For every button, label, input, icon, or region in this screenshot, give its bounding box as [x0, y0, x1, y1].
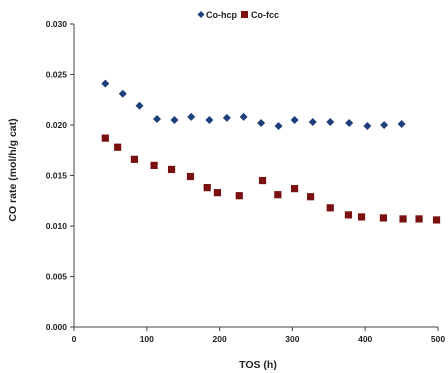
y-tick-label: 0.030	[46, 19, 68, 29]
co-hcp-point	[170, 115, 179, 124]
co-hcp-point	[380, 121, 389, 129]
y-tick-label: 0.025	[46, 70, 68, 80]
co-fcc-point	[379, 214, 387, 222]
co-hcp-point	[363, 122, 372, 131]
co-fcc-point	[150, 161, 158, 169]
y-tick-label: 0.020	[46, 120, 68, 130]
co-hcp-point	[135, 101, 144, 110]
co-fcc-point	[101, 134, 109, 142]
series-co-fcc	[101, 134, 441, 224]
x-tick-label: 400	[358, 334, 372, 344]
legend-co-fcc-marker-icon	[241, 11, 248, 18]
data-series	[101, 79, 441, 224]
co-fcc-point	[432, 216, 441, 224]
co-fcc-point	[307, 193, 315, 201]
co-hcp-point	[222, 113, 231, 122]
co-fcc-point	[114, 143, 122, 151]
co-fcc-point	[290, 185, 299, 193]
co-hcp-point	[101, 79, 110, 88]
co-hcp-point	[187, 112, 196, 121]
co-hcp-point	[308, 117, 317, 126]
co-fcc-point	[399, 215, 407, 223]
legend-co-hcp-marker-icon	[197, 11, 205, 18]
x-tick-label: 0	[72, 334, 77, 344]
y-tick-label: 0.005	[46, 272, 68, 282]
x-tick-label: 300	[285, 334, 299, 344]
co-fcc-point	[213, 189, 222, 197]
co-fcc-point	[130, 155, 139, 163]
co-hcp-point	[152, 114, 161, 123]
x-tick-label: 500	[431, 334, 445, 344]
x-tick-label: 200	[213, 334, 227, 344]
co-hcp-point	[326, 117, 335, 126]
legend-co-hcp-label: Co-hcp	[206, 10, 237, 20]
co-hcp-point	[239, 112, 248, 121]
series-co-hcp	[101, 79, 406, 131]
co-fcc-point	[326, 204, 334, 212]
x-axis-title: TOS (h)	[239, 359, 277, 371]
co-hcp-point	[205, 115, 214, 124]
legend: Co-hcp Co-fcc	[197, 10, 279, 20]
y-axis-title: CO rate (mol/h/g cat)	[7, 118, 19, 221]
co-hcp-point	[290, 115, 299, 124]
axis-ticks: 0.000 0.005 0.010 0.015 0.020 0.025 0.030 0 100 2…	[46, 19, 446, 344]
x-tick-label: 100	[140, 334, 154, 344]
y-tick-label: 0.010	[46, 221, 68, 231]
co-fcc-point	[186, 172, 195, 181]
y-tick-label: 0.000	[46, 322, 68, 332]
co-hcp-point	[274, 122, 283, 131]
co-fcc-point	[344, 211, 353, 219]
y-tick-label: 0.015	[46, 171, 68, 181]
co-hcp-point	[257, 118, 266, 127]
co-fcc-point	[274, 191, 282, 199]
co-fcc-point	[167, 165, 176, 174]
co-fcc-point	[258, 176, 267, 185]
co-hcp-point	[345, 118, 354, 127]
co-hcp-point	[118, 89, 127, 98]
co-hcp-point	[397, 119, 406, 128]
co-fcc-point	[357, 213, 366, 221]
legend-co-fcc-label: Co-fcc	[251, 10, 279, 20]
co-fcc-point	[235, 192, 243, 200]
axes	[73, 24, 438, 328]
co-fcc-point	[415, 215, 423, 223]
co-fcc-point	[203, 184, 211, 192]
